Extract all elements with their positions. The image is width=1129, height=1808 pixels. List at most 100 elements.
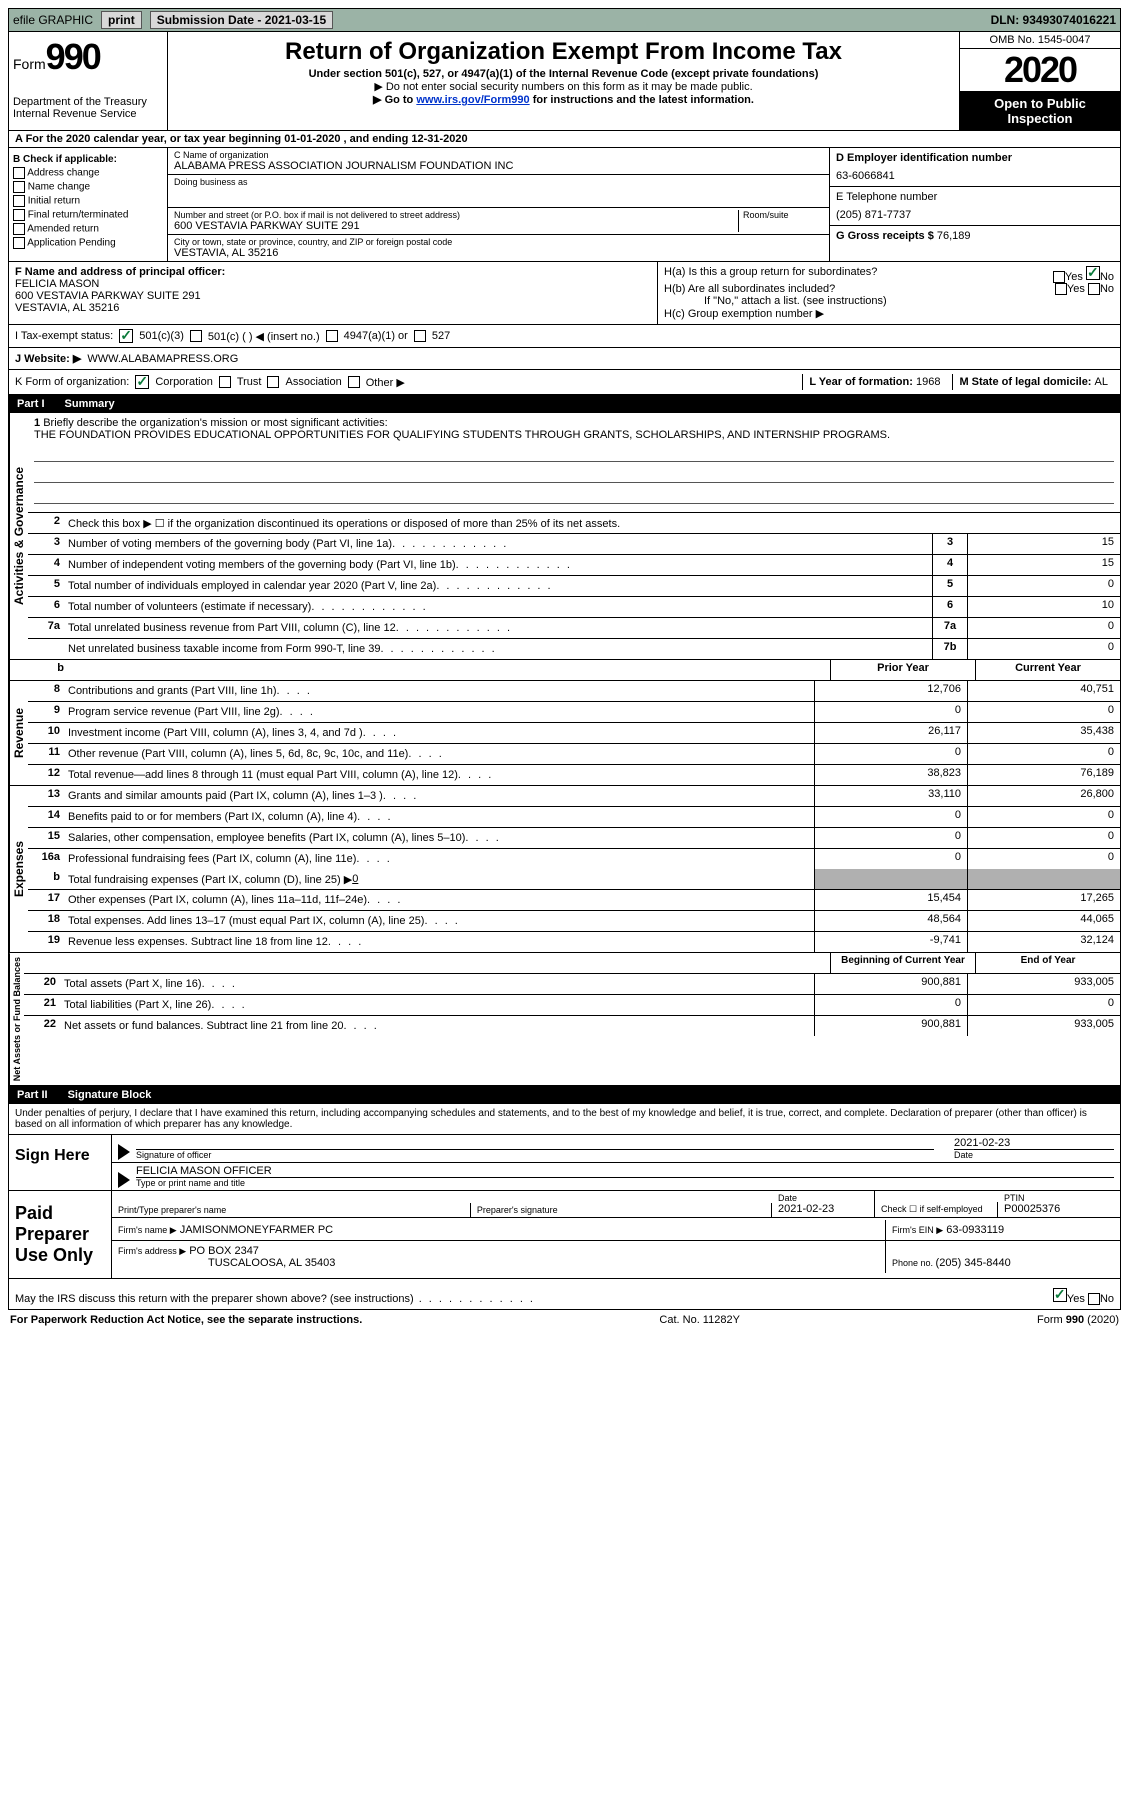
financial-line: 10 Investment income (Part VIII, column … — [28, 723, 1120, 744]
org-name-label: C Name of organization — [174, 150, 823, 160]
chk-4947[interactable] — [326, 330, 338, 342]
financial-line: 13 Grants and similar amounts paid (Part… — [28, 786, 1120, 807]
ein-label: D Employer identification number — [836, 152, 1012, 164]
tab-netassets: Net Assets or Fund Balances — [9, 953, 24, 1085]
part1-header: Part I Summary — [8, 395, 1121, 413]
tel-label: E Telephone number — [836, 191, 1114, 203]
room-label: Room/suite — [743, 210, 823, 220]
perjury-statement: Under penalties of perjury, I declare th… — [9, 1104, 1120, 1134]
current-year-hdr: Current Year — [975, 660, 1120, 680]
col-b-checkboxes: B Check if applicable: Address change Na… — [9, 148, 168, 261]
principal-officer: F Name and address of principal officer:… — [9, 262, 658, 324]
chk-final-return[interactable]: Final return/terminated — [13, 209, 163, 221]
subtitle-1: Under section 501(c), 527, or 4947(a)(1)… — [172, 68, 955, 80]
header-right: OMB No. 1545-0047 2020 Open to Public In… — [959, 32, 1120, 130]
tel-value: (205) 871-7737 — [836, 209, 1114, 221]
summary-line: 3 Number of voting members of the govern… — [28, 534, 1120, 555]
subtitle-2: ▶ Do not enter social security numbers o… — [172, 80, 955, 93]
chk-initial-return[interactable]: Initial return — [13, 195, 163, 207]
financial-line: 21 Total liabilities (Part X, line 26) 0… — [24, 995, 1120, 1016]
chk-amended[interactable]: Amended return — [13, 223, 163, 235]
print-button[interactable]: print — [101, 11, 142, 29]
financial-line: 22 Net assets or fund balances. Subtract… — [24, 1016, 1120, 1036]
website-value: WWW.ALABAMAPRESS.ORG — [87, 353, 238, 365]
section-pycy-header: b Prior Year Current Year — [8, 660, 1121, 681]
tab-expenses: Expenses — [9, 786, 28, 952]
chk-trust[interactable] — [219, 376, 231, 388]
chk-501c[interactable] — [190, 330, 202, 342]
org-name: ALABAMA PRESS ASSOCIATION JOURNALISM FOU… — [174, 160, 823, 172]
chk-501c3[interactable] — [119, 329, 133, 343]
arrow-icon — [118, 1172, 130, 1188]
financial-line: 9 Program service revenue (Part VIII, li… — [28, 702, 1120, 723]
col-c-org-info: C Name of organization ALABAMA PRESS ASS… — [168, 148, 829, 261]
bocy-hdr: Beginning of Current Year — [830, 953, 975, 973]
financial-line: 19 Revenue less expenses. Subtract line … — [28, 932, 1120, 952]
subtitle-3: ▶ Go to www.irs.gov/Form990 for instruct… — [172, 93, 955, 106]
part2-header: Part II Signature Block — [8, 1086, 1121, 1104]
street-address: 600 VESTAVIA PARKWAY SUITE 291 — [174, 220, 738, 232]
mission-text: THE FOUNDATION PROVIDES EDUCATIONAL OPPO… — [34, 429, 1114, 441]
chk-other[interactable] — [348, 376, 360, 388]
financial-line: 20 Total assets (Part X, line 16) 900,88… — [24, 974, 1120, 995]
firm-name: JAMISONMONEYFARMER PC — [180, 1224, 333, 1236]
chk-pending[interactable]: Application Pending — [13, 237, 163, 249]
col-d-right: D Employer identification number 63-6066… — [829, 148, 1120, 261]
fg-row: F Name and address of principal officer:… — [8, 262, 1121, 325]
section-expenses: Expenses 13 Grants and similar amounts p… — [8, 786, 1121, 953]
section-netassets: Net Assets or Fund Balances Beginning of… — [8, 953, 1121, 1086]
city-value: VESTAVIA, AL 35216 — [174, 247, 823, 259]
form-title: Return of Organization Exempt From Incom… — [172, 38, 955, 66]
info-grid: B Check if applicable: Address change Na… — [8, 148, 1121, 262]
group-return: H(a) Is this a group return for subordin… — [658, 262, 1120, 324]
chk-assoc[interactable] — [267, 376, 279, 388]
summary-line: 6 Total number of volunteers (estimate i… — [28, 597, 1120, 618]
dept-label: Department of the Treasury Internal Reve… — [13, 96, 163, 120]
discuss-yesno[interactable]: Yes No — [1053, 1288, 1114, 1305]
dba-label: Doing business as — [174, 177, 823, 187]
hb-yesno[interactable]: Yes No — [1055, 283, 1114, 295]
summary-line: Net unrelated business taxable income fr… — [28, 639, 1120, 659]
header-left: Form990 Department of the Treasury Inter… — [9, 32, 168, 130]
signature-block: Under penalties of perjury, I declare th… — [8, 1104, 1121, 1310]
line-2: Check this box ▶ ☐ if the organization d… — [64, 513, 1120, 533]
prior-year-hdr: Prior Year — [830, 660, 975, 680]
summary-line: 7a Total unrelated business revenue from… — [28, 618, 1120, 639]
firm-ein: 63-0933119 — [946, 1224, 1004, 1236]
korg-row: K Form of organization: Corporation Trus… — [8, 370, 1121, 395]
phone-value: (205) 345-8440 — [936, 1257, 1011, 1269]
financial-line: 14 Benefits paid to or for members (Part… — [28, 807, 1120, 828]
addr-label: Number and street (or P.O. box if mail i… — [174, 210, 738, 220]
financial-line: 16a Professional fundraising fees (Part … — [28, 849, 1120, 869]
dln: DLN: 93493074016221 — [991, 13, 1116, 27]
chk-corp[interactable] — [135, 375, 149, 389]
chk-name-change[interactable]: Name change — [13, 181, 163, 193]
efile-label: efile GRAPHIC — [13, 13, 93, 27]
tab-activities: Activities & Governance — [9, 413, 28, 659]
ptin-value: P00025376 — [1004, 1203, 1114, 1215]
ha-yesno[interactable]: Yes No — [1053, 266, 1114, 283]
website-row: J Website: ▶ WWW.ALABAMAPRESS.ORG — [8, 348, 1121, 370]
form-header: Form990 Department of the Treasury Inter… — [8, 32, 1121, 131]
row-a-tax-year: A For the 2020 calendar year, or tax yea… — [8, 131, 1121, 148]
form-number: Form990 — [13, 36, 163, 78]
officer-name: FELICIA MASON OFFICER — [136, 1165, 1114, 1177]
gross-value: 76,189 — [937, 230, 971, 242]
financial-line: 17 Other expenses (Part IX, column (A), … — [28, 890, 1120, 911]
irs-link[interactable]: www.irs.gov/Form990 — [416, 94, 529, 106]
tax-exempt-status: I Tax-exempt status: 501(c)(3) 501(c) ( … — [8, 325, 1121, 348]
arrow-icon — [118, 1144, 130, 1160]
open-to-public: Open to Public Inspection — [960, 92, 1120, 130]
sign-here-label: Sign Here — [9, 1135, 112, 1190]
section-activities: Activities & Governance 1 Briefly descri… — [8, 413, 1121, 660]
ein-value: 63-6066841 — [836, 170, 1114, 182]
submission-date: Submission Date - 2021-03-15 — [150, 11, 333, 29]
omb-number: OMB No. 1545-0047 — [960, 32, 1120, 49]
chk-527[interactable] — [414, 330, 426, 342]
financial-line: 12 Total revenue—add lines 8 through 11 … — [28, 765, 1120, 785]
financial-line: 8 Contributions and grants (Part VIII, l… — [28, 681, 1120, 702]
chk-address-change[interactable]: Address change — [13, 167, 163, 179]
gross-label: G Gross receipts $ — [836, 230, 937, 242]
discuss-question: May the IRS discuss this return with the… — [15, 1293, 535, 1305]
city-label: City or town, state or province, country… — [174, 237, 823, 247]
